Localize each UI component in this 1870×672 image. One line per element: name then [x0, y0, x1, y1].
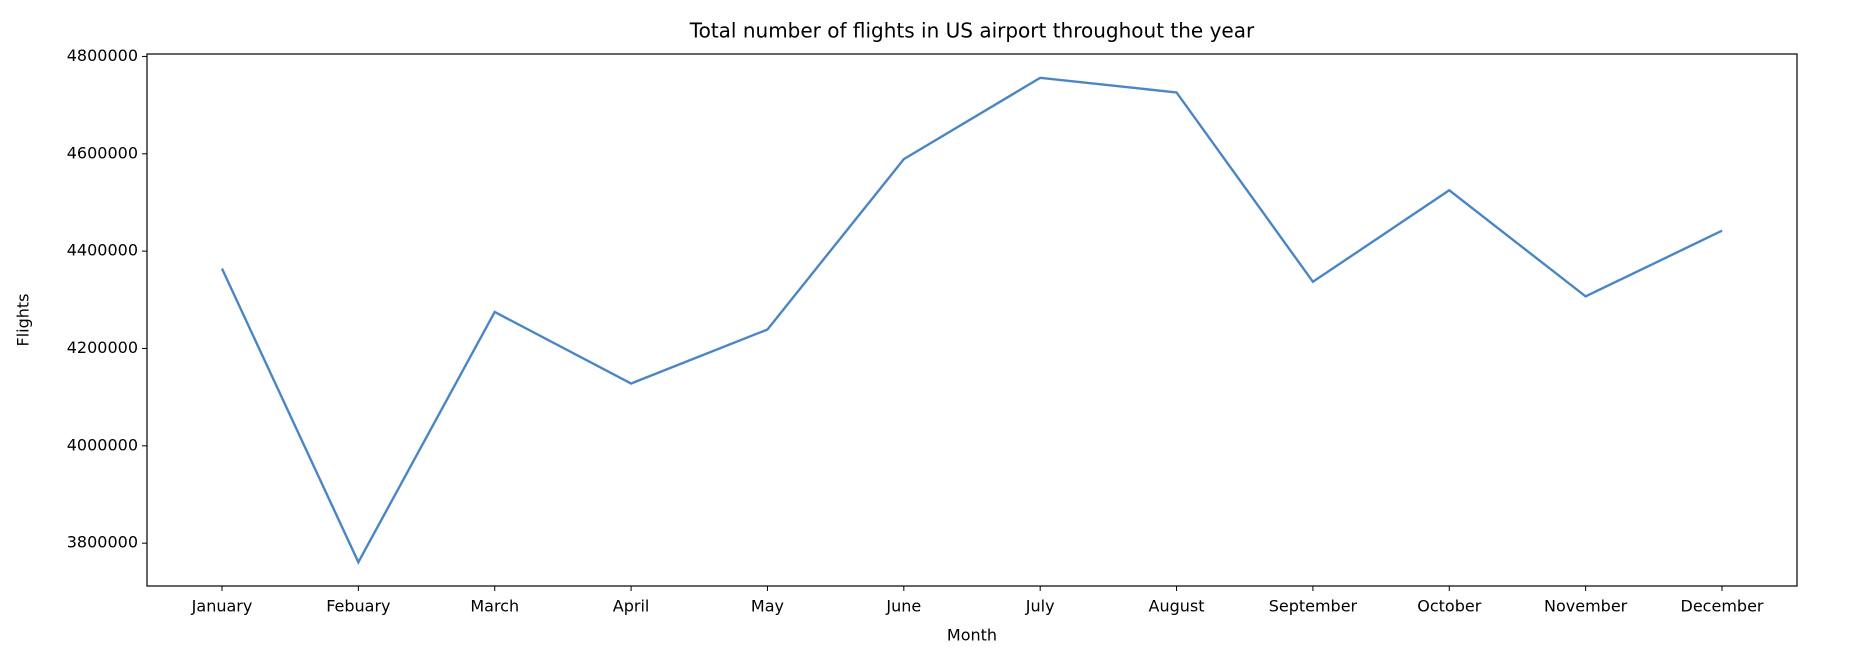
- y-tick-label: 4600000: [67, 143, 138, 162]
- x-tick-label: May: [751, 597, 784, 616]
- x-tick-label: August: [1149, 597, 1205, 616]
- y-tick-label: 4200000: [67, 338, 138, 357]
- x-tick-label: July: [1025, 597, 1055, 616]
- y-tick-label: 4800000: [67, 46, 138, 65]
- chart-title: Total number of flights in US airport th…: [689, 19, 1255, 43]
- x-tick-label: November: [1544, 597, 1628, 616]
- x-tick-label: June: [885, 597, 921, 616]
- x-tick-label: April: [613, 597, 650, 616]
- x-tick-label: September: [1269, 597, 1358, 616]
- y-tick-label: 4000000: [67, 435, 138, 454]
- x-axis-label: Month: [947, 626, 997, 645]
- y-tick-label: 3800000: [67, 533, 138, 552]
- x-tick-label: December: [1681, 597, 1764, 616]
- data-line: [220, 76, 1723, 565]
- y-tick-label: 4400000: [67, 241, 138, 260]
- x-tick-label: October: [1417, 597, 1481, 616]
- x-tick-label: January: [191, 597, 253, 616]
- x-tick-label: Febuary: [326, 597, 390, 616]
- x-tick-label: March: [470, 597, 519, 616]
- plot-frame: [146, 53, 1798, 587]
- y-axis-label: Flights: [14, 294, 33, 347]
